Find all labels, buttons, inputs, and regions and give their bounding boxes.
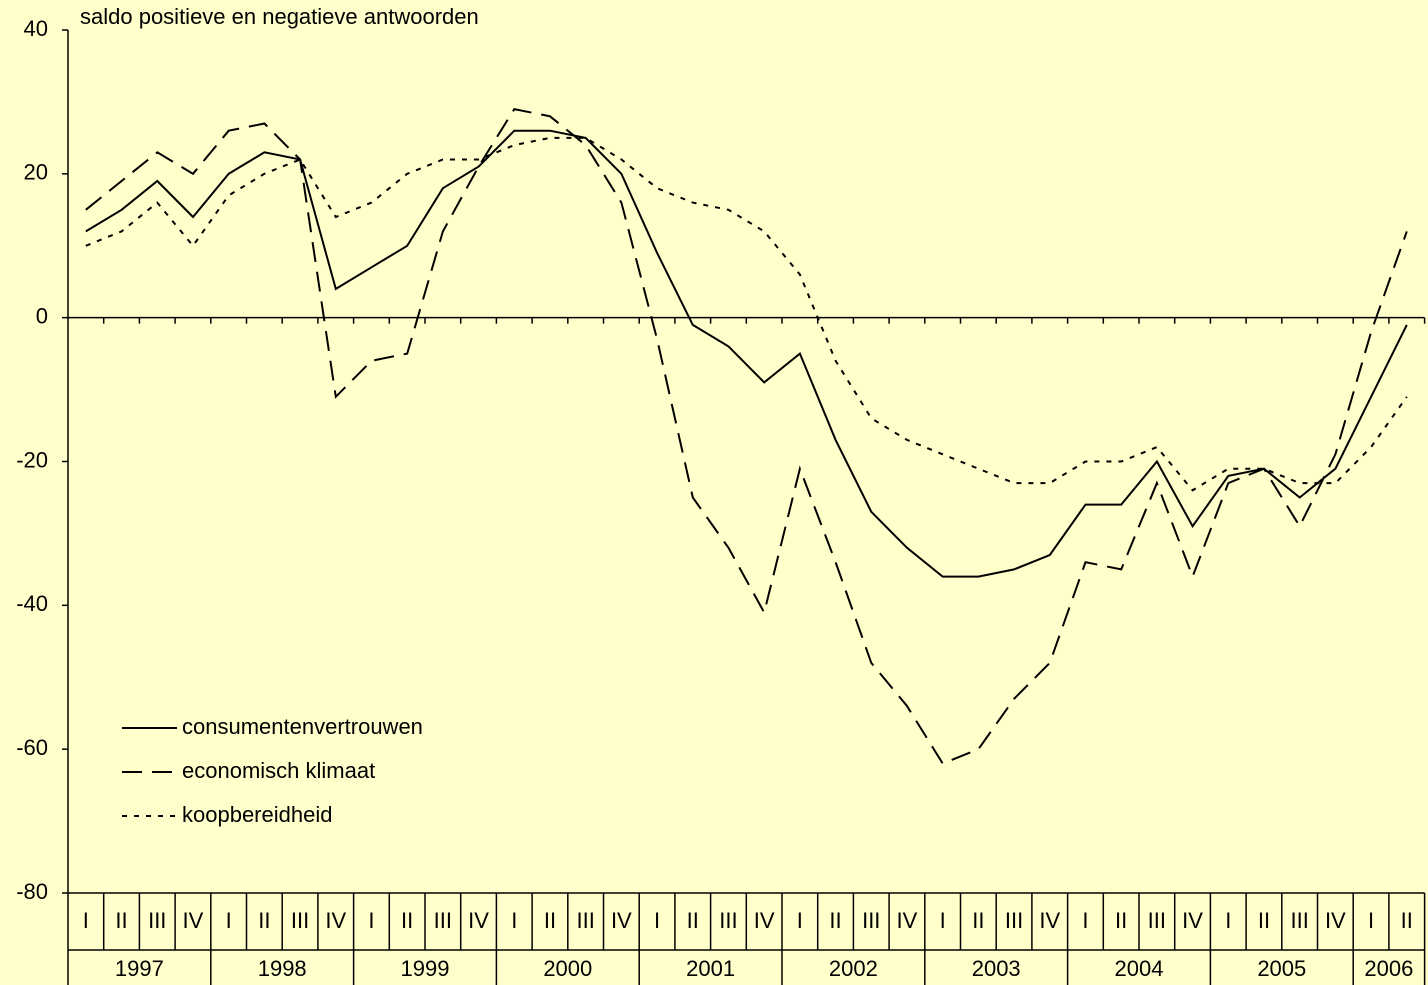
x-tick-label: IV [183,908,204,933]
y-tick-label: -20 [16,447,48,472]
x-tick-label: III [576,908,594,933]
y-axis-title: saldo positieve en negatieve antwoorden [80,4,479,29]
year-label: 2006 [1364,956,1413,981]
x-tick-label: I [940,908,946,933]
y-tick-label: -60 [16,735,48,760]
y-tick-label: 20 [24,160,48,185]
x-tick-label: III [291,908,309,933]
year-label: 1999 [401,956,450,981]
x-tick-label: I [368,908,374,933]
year-label: 2000 [543,956,592,981]
x-tick-label: IV [897,908,918,933]
x-tick-label: II [687,908,699,933]
x-tick-label: III [1005,908,1023,933]
x-tick-label: IV [611,908,632,933]
x-tick-label: II [258,908,270,933]
x-tick-label: III [148,908,166,933]
y-tick-label: 40 [24,16,48,41]
x-tick-label: II [401,908,413,933]
year-label: 2002 [829,956,878,981]
year-label: 2005 [1257,956,1306,981]
x-tick-label: IV [754,908,775,933]
x-tick-label: II [1401,908,1413,933]
x-tick-label: II [115,908,127,933]
x-tick-label: III [434,908,452,933]
year-label: 2003 [972,956,1021,981]
legend-label: economisch klimaat [182,758,375,783]
y-tick-label: -40 [16,591,48,616]
x-tick-label: I [83,908,89,933]
x-tick-label: I [511,908,517,933]
x-tick-label: II [829,908,841,933]
year-label: 1998 [258,956,307,981]
x-tick-label: IV [1182,908,1203,933]
x-tick-label: II [1115,908,1127,933]
x-tick-label: I [1225,908,1231,933]
x-tick-label: III [719,908,737,933]
x-tick-label: IV [1039,908,1060,933]
x-tick-label: II [1258,908,1270,933]
x-tick-label: I [654,908,660,933]
year-label: 1997 [115,956,164,981]
y-tick-label: -80 [16,879,48,904]
x-tick-label: I [1082,908,1088,933]
x-tick-label: III [862,908,880,933]
y-tick-label: 0 [36,303,48,328]
x-tick-label: I [226,908,232,933]
x-tick-label: III [1290,908,1308,933]
x-tick-label: I [797,908,803,933]
legend-label: koopbereidheid [182,802,332,827]
year-label: 2004 [1115,956,1164,981]
series-line [85,136,1408,492]
x-tick-label: IV [325,908,346,933]
x-tick-label: IV [1325,908,1346,933]
year-label: 2001 [686,956,735,981]
x-tick-label: II [972,908,984,933]
x-tick-label: I [1368,908,1374,933]
x-tick-label: II [544,908,556,933]
series-line [85,129,1408,578]
legend-label: consumentenvertrouwen [182,714,423,739]
x-tick-label: III [1148,908,1166,933]
series-line [85,107,1408,765]
x-tick-label: IV [468,908,489,933]
